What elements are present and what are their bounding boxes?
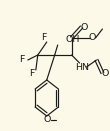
Text: O: O: [81, 23, 88, 31]
Text: HN: HN: [76, 64, 90, 72]
Text: O: O: [43, 116, 50, 124]
Text: O: O: [102, 70, 109, 78]
Text: F: F: [29, 69, 35, 78]
Text: O: O: [89, 34, 96, 42]
Text: OH: OH: [66, 36, 80, 45]
Text: F: F: [41, 32, 46, 42]
Text: F: F: [19, 56, 25, 64]
